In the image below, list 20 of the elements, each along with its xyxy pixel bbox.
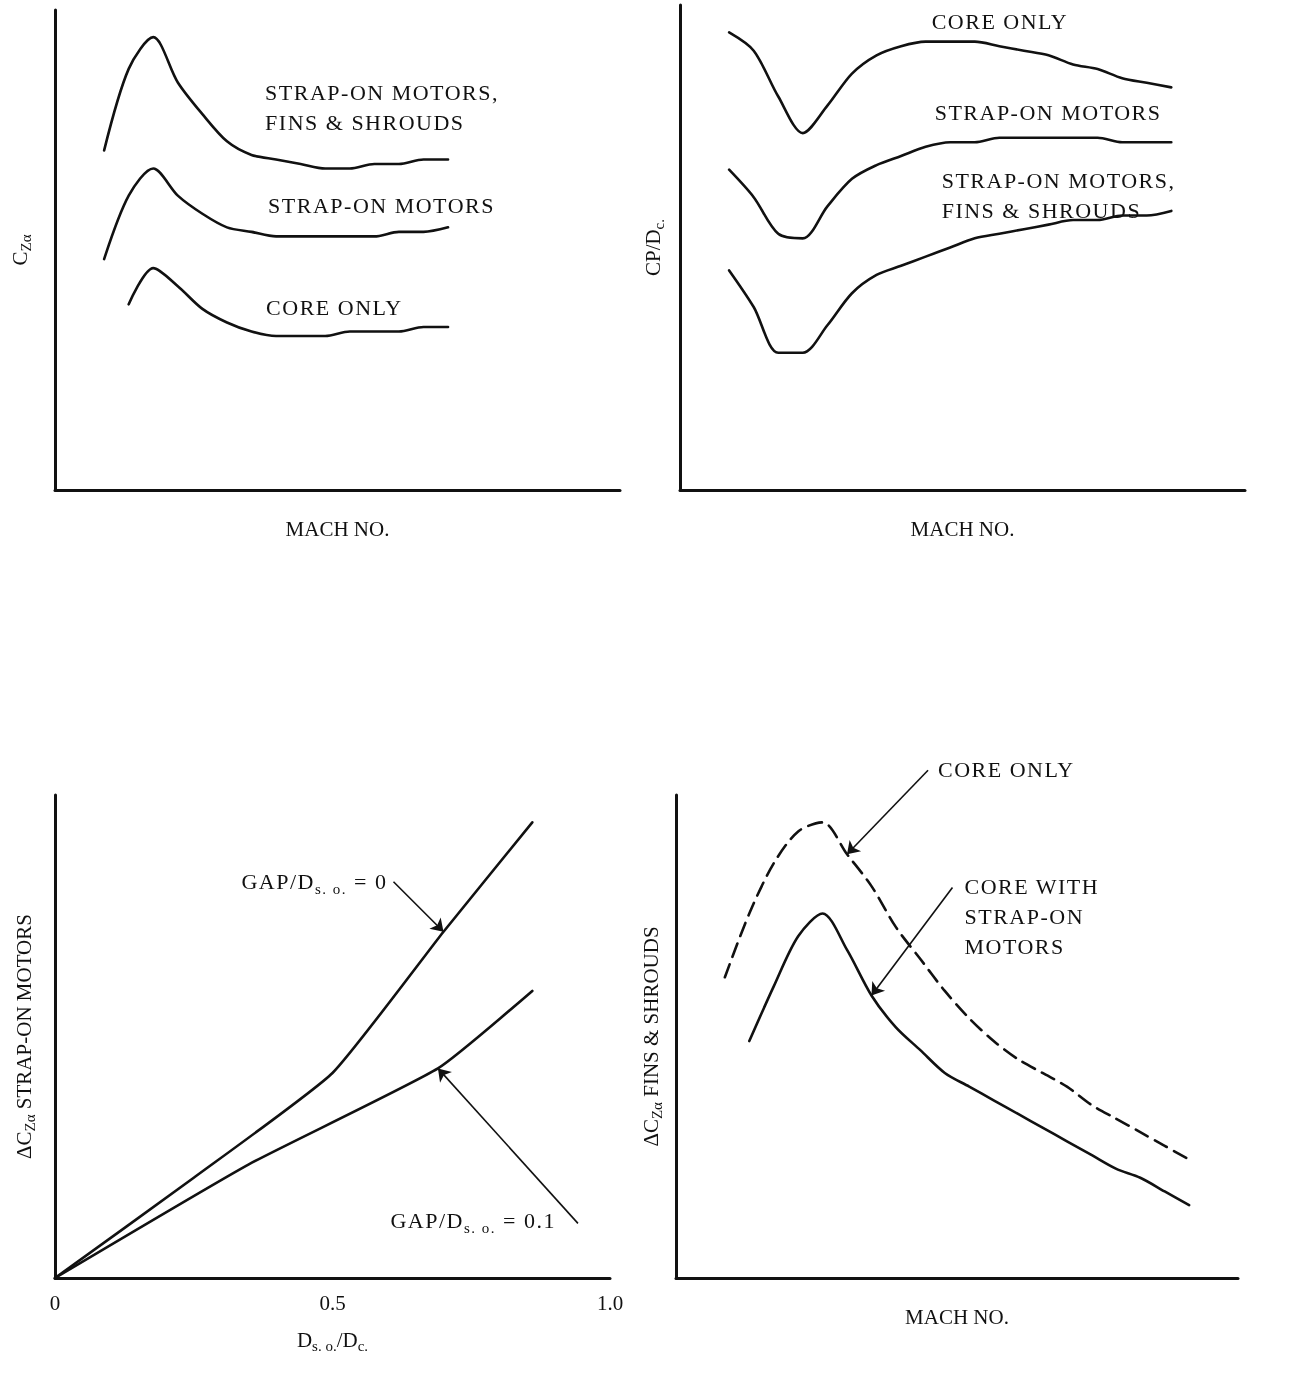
x-tick-label: 1.0 [596,1290,624,1315]
series-label: STRAP-ON MOTORS [934,98,1162,127]
text: GAP/D$_{s. o.}$ = 0.1 [390,1207,556,1237]
y-axis-title: ΔCZα STRAP-ON MOTORS [11,914,38,1159]
x-axis-title: MACH NO. [910,516,1015,541]
text: CORE ONLY [938,756,1075,785]
y-axis-title: CP/Dc. [640,218,667,277]
series-label: STRAP-ON MOTORS [268,192,495,221]
x-tick-label: 0.5 [319,1290,346,1315]
series-label: STRAP-ON MOTORS, FINS & SHROUDS [941,166,1177,225]
x-axis-title: MACH NO. [905,1304,1009,1329]
text: GAP/D$_{s. o.}$ = 0 [241,867,388,897]
x-axis-title: MACH NO. [285,516,390,541]
series-label: CORE ONLY [266,294,403,323]
x-tick-label: 0 [49,1290,61,1315]
text: CORE WITH STRAP-ON MOTORS [964,873,1101,962]
y-axis-title: ΔCZα FINS & SHROUDS [638,926,665,1147]
series-label: CORE ONLY [931,7,1069,36]
y-axis-title: CZα [7,234,34,266]
series-label: STRAP-ON MOTORS, FINS & SHROUDS [265,79,500,138]
